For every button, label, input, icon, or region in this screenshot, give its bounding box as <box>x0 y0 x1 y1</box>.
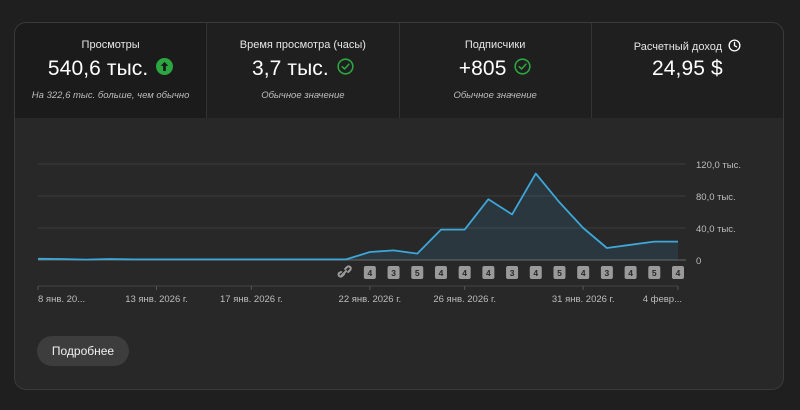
metric-value: 24,95 $ <box>651 57 723 80</box>
video-marker <box>434 266 447 279</box>
video-marker <box>529 266 542 279</box>
arrow-up-circle-icon <box>156 58 174 80</box>
metric-label: Время просмотра (часы) <box>239 39 366 51</box>
video-marker-label: 4 <box>533 268 538 278</box>
metric-subtext: На 322,6 тыс. больше, чем обычно <box>31 90 190 101</box>
video-marker <box>411 266 424 279</box>
video-marker-label: 5 <box>652 268 657 278</box>
metric-label: Подписчики <box>464 39 526 51</box>
metric-label-row: Расчетный доход <box>592 39 783 55</box>
y-tick-label: 80,0 тыс. <box>696 192 736 203</box>
metric-revenue[interactable]: Расчетный доход 24,95 $ <box>590 23 783 118</box>
metric-subscribers[interactable]: Подписчики +805 Обычное значение <box>398 23 591 118</box>
metric-value: +805 <box>458 57 507 80</box>
x-tick-label: 22 янв. 2026 г. <box>339 294 402 305</box>
video-marker-label: 3 <box>391 268 396 278</box>
video-marker <box>600 266 613 279</box>
x-tick-label: 8 янв. 20... <box>38 294 85 305</box>
check-circle-icon <box>337 58 354 80</box>
y-tick-label: 40,0 тыс. <box>696 224 736 235</box>
metric-value: 540,6 тыс. <box>47 57 149 80</box>
y-tick-label: 120,0 тыс. <box>696 160 741 171</box>
video-marker-label: 4 <box>462 268 467 278</box>
views-chart: 0 40,0 тыс. 80,0 тыс. 120,0 тыс. 4 3 5 4 4 4 3 4 5 4 3… <box>37 160 741 305</box>
video-marker-label: 4 <box>676 268 681 278</box>
video-marker <box>624 266 637 279</box>
video-marker <box>387 266 400 279</box>
views-area <box>38 173 678 260</box>
video-marker <box>363 266 376 279</box>
more-details-button[interactable]: Подробнее <box>37 336 129 366</box>
metrics-row: Просмотры 540,6 тыс. На 322,6 тыс. больш… <box>15 23 783 118</box>
video-marker <box>577 266 590 279</box>
metric-value: 3,7 тыс. <box>251 57 329 80</box>
x-tick-label: 13 янв. 2026 г. <box>125 294 188 305</box>
x-tick-label: 31 янв. 2026 г. <box>552 294 615 305</box>
video-marker-label: 4 <box>439 268 444 278</box>
x-tick-label: 4 февр... <box>643 294 682 305</box>
metric-watch-time[interactable]: Время просмотра (часы) 3,7 тыс. Обычное … <box>206 23 399 118</box>
metric-label: Расчетный доход <box>633 41 722 53</box>
video-marker <box>482 266 495 279</box>
metric-subtext: Обычное значение <box>453 90 537 101</box>
views-line <box>37 172 678 261</box>
link-icon <box>337 265 352 278</box>
video-marker <box>553 266 566 279</box>
video-marker-label: 3 <box>510 268 515 278</box>
metric-subtext: Обычное значение <box>261 90 345 101</box>
analytics-card: Просмотры 540,6 тыс. На 322,6 тыс. больш… <box>14 22 784 390</box>
video-marker-label: 4 <box>367 268 372 278</box>
video-marker-label: 5 <box>557 268 562 278</box>
check-circle-icon <box>514 58 532 80</box>
y-tick-label: 0 <box>696 256 701 267</box>
video-marker <box>672 266 684 279</box>
clock-icon <box>728 39 741 55</box>
video-marker-label: 4 <box>486 268 491 278</box>
video-marker <box>648 266 661 279</box>
video-marker-label: 3 <box>605 268 610 278</box>
video-marker <box>506 266 519 279</box>
metric-views[interactable]: Просмотры 540,6 тыс. На 322,6 тыс. больш… <box>15 23 207 118</box>
video-marker-label: 4 <box>628 268 633 278</box>
x-tick-label: 17 янв. 2026 г. <box>220 294 283 305</box>
video-marker-label: 4 <box>581 268 586 278</box>
video-marker-label: 5 <box>415 268 420 278</box>
x-tick-label: 26 янв. 2026 г. <box>433 294 496 305</box>
video-marker <box>458 266 471 279</box>
metric-label: Просмотры <box>81 39 140 51</box>
